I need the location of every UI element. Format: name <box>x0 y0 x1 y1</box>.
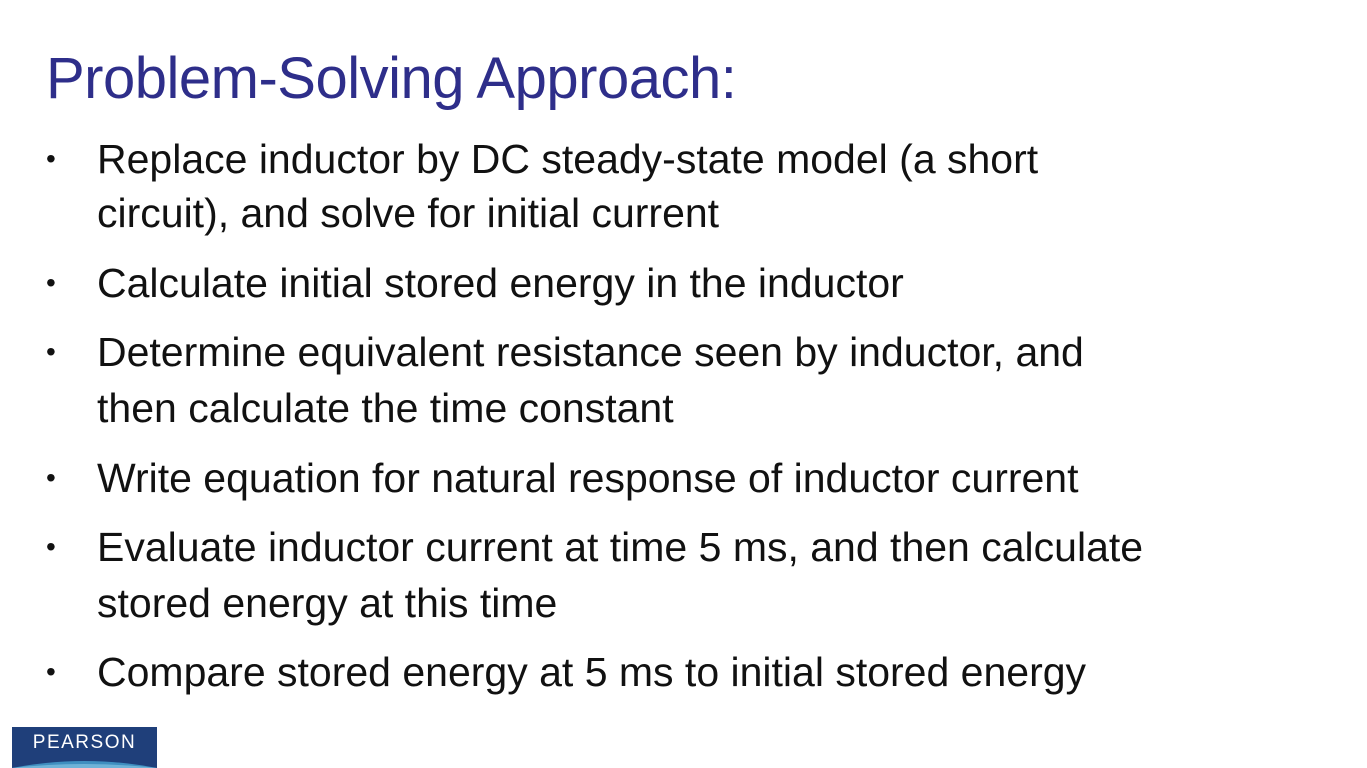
bullet-text-line: then calculate the time constant <box>97 385 674 431</box>
bullet-dot: • <box>46 336 56 367</box>
bullet-text-line: Evaluate inductor current at time 5 ms, … <box>97 524 1144 570</box>
bullet-dot: • <box>46 462 56 493</box>
bullet-dot: • <box>46 143 56 174</box>
bullet-dot: • <box>46 267 56 298</box>
bullet-text-line: Calculate initial stored energy in the i… <box>97 260 904 306</box>
pearson-logo-text: PEARSON <box>32 732 137 753</box>
bullet-text-line: Write equation for natural response of i… <box>97 455 1079 501</box>
bullet-text-line: stored energy at this time <box>97 580 558 626</box>
bullet-dot: • <box>46 656 56 687</box>
bullet-dot: • <box>46 531 56 562</box>
bullet-text-line: Compare stored energy at 5 ms to initial… <box>97 649 1087 695</box>
bullet-text-line: circuit), and solve for initial current <box>97 190 720 236</box>
bullet-text-line: Replace inductor by DC steady-state mode… <box>97 136 1039 182</box>
logo-arc-icon <box>12 761 157 768</box>
pearson-logo: PEARSON <box>12 727 157 768</box>
bullet-text-line: Determine equivalent resistance seen by … <box>97 329 1084 375</box>
slide-title: Problem-Solving Approach: <box>46 46 737 111</box>
